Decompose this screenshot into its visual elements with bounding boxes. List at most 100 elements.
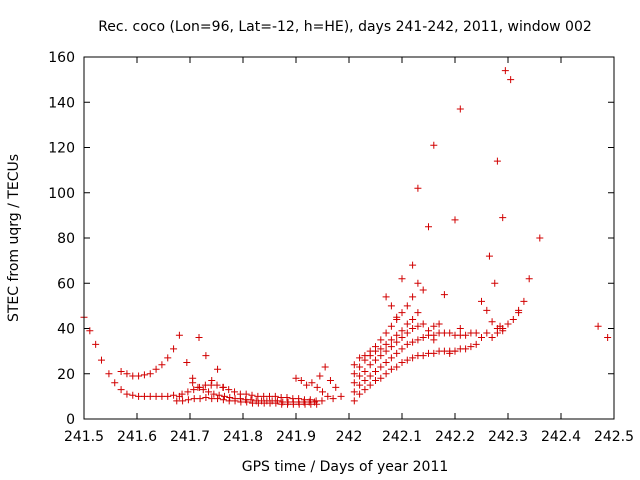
data-point: [377, 352, 385, 360]
data-point: [435, 320, 443, 328]
data-point: [398, 334, 406, 342]
data-point: [210, 390, 218, 398]
data-point: [326, 377, 334, 385]
y-tick-label: 80: [57, 231, 75, 247]
x-tick-label: 241.9: [276, 429, 316, 445]
data-point: [507, 76, 515, 84]
data-point: [382, 340, 390, 348]
data-point: [236, 395, 244, 403]
data-point: [117, 367, 125, 375]
data-point: [311, 398, 319, 406]
data-point: [393, 349, 401, 357]
data-point: [283, 394, 291, 402]
data-point: [178, 390, 186, 398]
data-point: [398, 358, 406, 366]
data-point: [219, 396, 227, 404]
data-point: [366, 361, 374, 369]
data-point: [499, 214, 507, 222]
x-tick-label: 242.4: [541, 429, 581, 445]
data-point: [382, 358, 390, 366]
data-point: [372, 356, 379, 364]
data-point: [319, 388, 326, 396]
data-point: [451, 347, 459, 355]
data-point: [525, 275, 533, 283]
data-point: [202, 394, 210, 402]
data-point: [356, 390, 364, 398]
data-point: [414, 309, 422, 317]
data-point: [205, 388, 213, 396]
data-point: [382, 293, 390, 301]
data-point: [361, 367, 369, 375]
data-point: [175, 331, 183, 339]
data-point: [496, 322, 504, 330]
data-point: [316, 372, 324, 380]
data-point: [425, 223, 432, 231]
x-tick-label: 242.5: [594, 429, 634, 445]
data-point: [219, 383, 227, 391]
data-point: [164, 392, 172, 400]
data-point: [350, 370, 358, 378]
data-point: [430, 349, 438, 357]
data-point: [184, 396, 192, 404]
data-point: [194, 383, 202, 391]
data-point: [361, 377, 369, 385]
data-point: [292, 374, 300, 382]
data-point: [501, 67, 509, 75]
data-point: [456, 325, 464, 332]
data-point: [440, 291, 448, 299]
data-point: [472, 340, 480, 348]
data-point: [372, 377, 379, 385]
data-point: [361, 386, 369, 394]
data-point: [425, 327, 432, 335]
data-point: [199, 386, 207, 394]
data-point: [604, 334, 612, 342]
data-point: [170, 391, 178, 399]
data-point: [430, 141, 438, 149]
data-point: [387, 365, 395, 373]
x-axis-ticks: 241.5 241.6 241.7 241.8 241.9 242 242.1 242.2 24…: [64, 57, 634, 445]
y-tick-label: 20: [57, 367, 75, 383]
data-point: [430, 336, 438, 344]
data-point: [271, 392, 279, 400]
data-point: [387, 302, 395, 310]
x-tick-label: 242.1: [382, 429, 422, 445]
data-point: [387, 354, 395, 362]
data-point: [179, 397, 187, 405]
data-point: [184, 388, 192, 396]
data-point: [451, 216, 459, 224]
data-point: [356, 372, 364, 380]
data-point: [308, 379, 316, 387]
data-point: [409, 261, 417, 269]
data-point: [493, 157, 501, 165]
data-point: [361, 352, 369, 360]
data-point: [414, 279, 422, 287]
data-point: [356, 363, 364, 371]
data-point: [231, 388, 239, 396]
data-point: [462, 345, 470, 353]
data-point: [247, 396, 255, 404]
data-point: [393, 338, 401, 346]
data-point: [97, 356, 105, 364]
data-point: [419, 352, 427, 360]
data-point: [366, 347, 374, 355]
data-point: [111, 379, 119, 387]
data-point: [303, 381, 311, 389]
data-point: [409, 338, 417, 346]
data-point: [377, 363, 385, 371]
data-point: [446, 349, 454, 357]
data-point: [105, 370, 113, 378]
data-point: [387, 343, 395, 351]
data-point: [324, 392, 332, 400]
data-point: [92, 340, 100, 348]
x-tick-label: 242: [336, 429, 363, 445]
x-tick-label: 241.7: [170, 429, 210, 445]
data-point: [183, 358, 191, 366]
data-point: [214, 395, 222, 403]
data-point: [273, 397, 281, 405]
data-point: [409, 325, 417, 332]
data-point: [387, 336, 395, 344]
data-points: [80, 67, 612, 408]
data-point: [403, 329, 411, 337]
data-point: [462, 331, 470, 339]
data-point: [190, 386, 198, 394]
